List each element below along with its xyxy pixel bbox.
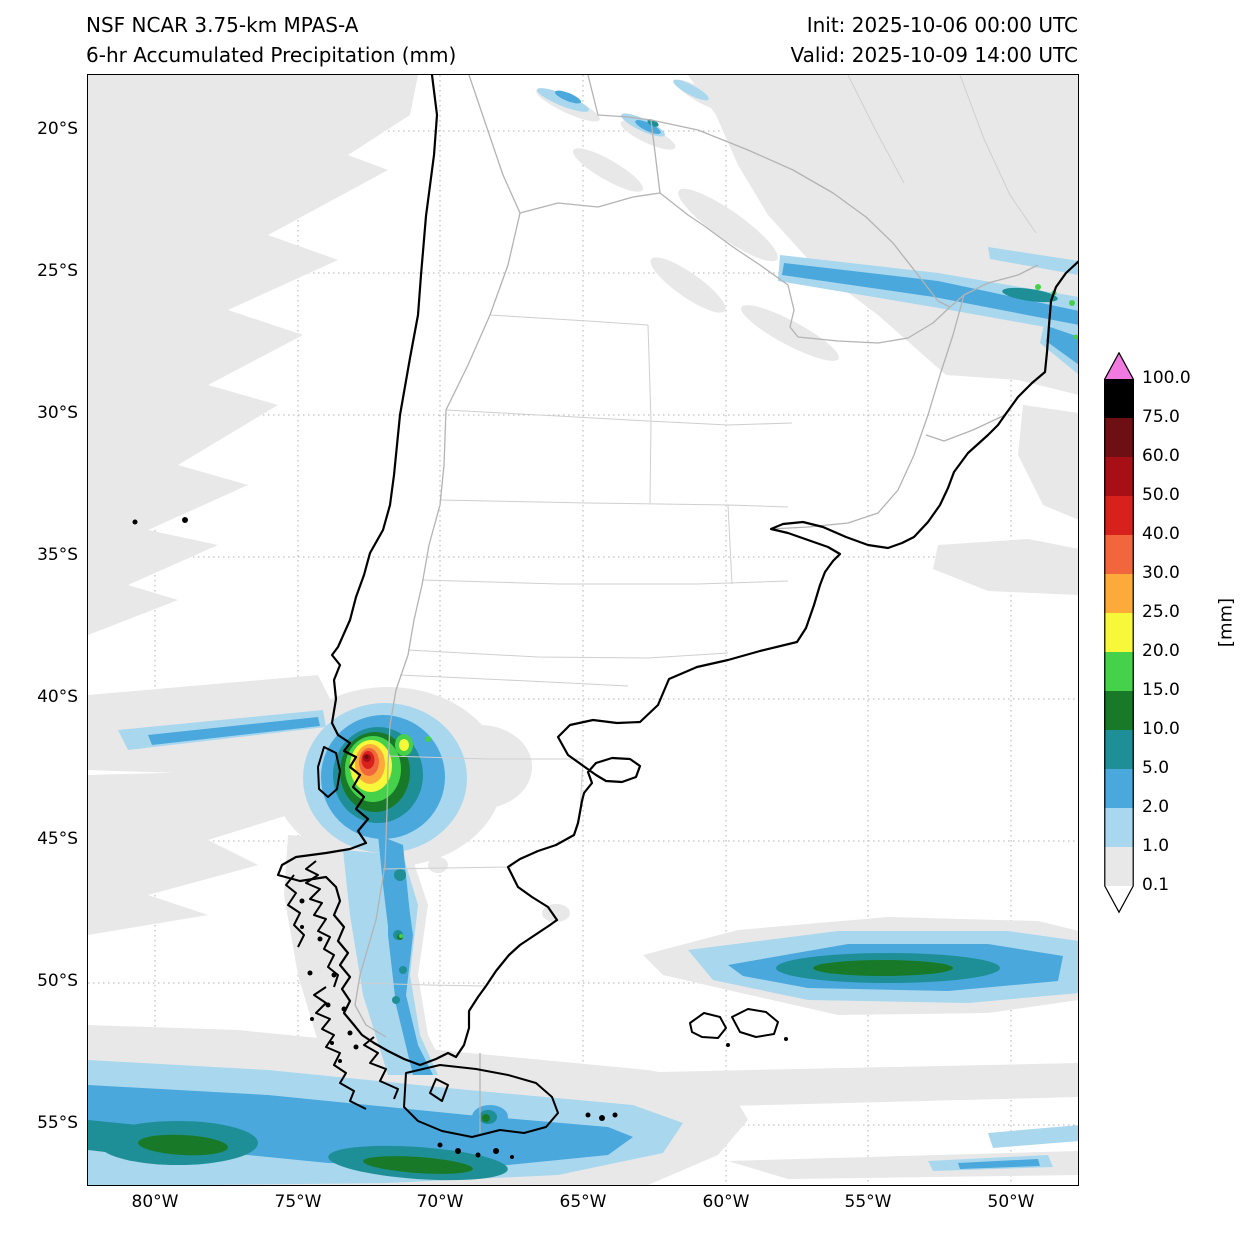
- x-tick-label: 55°W: [844, 1192, 892, 1212]
- colorbar: [1104, 352, 1134, 914]
- colorbar-tick-label: 100.0: [1142, 368, 1191, 388]
- valid-time: Valid: 2025-10-09 14:00 UTC: [790, 43, 1078, 67]
- mainland-coastline: [276, 75, 1078, 1067]
- colorbar-unit-label: [mm]: [1215, 597, 1237, 648]
- coastlines: [132, 75, 1078, 1159]
- colorbar-over-arrow: [1104, 352, 1134, 379]
- colorbar-tick-label: 5.0: [1142, 758, 1170, 778]
- y-tick-label: 30°S: [37, 403, 78, 423]
- y-tick-label: 55°S: [37, 1113, 78, 1133]
- juan-fernandez-islands: [132, 519, 138, 525]
- y-tick-label: 40°S: [37, 687, 78, 707]
- colorbar-under-arrow: [1104, 886, 1134, 913]
- colorbar-tick-label: 25.0: [1142, 602, 1180, 622]
- map-panel: [87, 74, 1079, 1186]
- y-tick-label: 35°S: [37, 545, 78, 565]
- gridlines: [88, 75, 1078, 1185]
- colorbar-tick-label: 50.0: [1142, 485, 1180, 505]
- tierra-del-fuego: [403, 1064, 559, 1138]
- model-name: NSF NCAR 3.75-km MPAS-A: [86, 13, 359, 37]
- precipitation-layer: [88, 75, 1078, 1185]
- colorbar-tick-label: 30.0: [1142, 563, 1180, 583]
- colorbar-tick-label: 20.0: [1142, 641, 1180, 661]
- y-tick-label: 45°S: [37, 829, 78, 849]
- init-time: Init: 2025-10-06 00:00 UTC: [806, 13, 1078, 37]
- colorbar-tick-label: 1.0: [1142, 836, 1170, 856]
- y-tick-label: 25°S: [37, 261, 78, 281]
- x-tick-label: 50°W: [987, 1192, 1035, 1212]
- y-tick-label: 50°S: [37, 971, 78, 991]
- colorbar-tick-label: 0.1: [1142, 875, 1170, 895]
- colorbar-tick-label: 75.0: [1142, 407, 1180, 427]
- colorbar-tick-label: 40.0: [1142, 524, 1180, 544]
- map-canvas: [88, 75, 1078, 1185]
- y-tick-label: 20°S: [37, 119, 78, 139]
- fjord-archipelago: [305, 860, 339, 988]
- x-tick-label: 60°W: [702, 1192, 750, 1212]
- figure-title-block: NSF NCAR 3.75-km MPAS-A 6-hr Accumulated…: [86, 10, 456, 70]
- colorbar-tick-label: 15.0: [1142, 680, 1180, 700]
- colorbar-tick-label: 60.0: [1142, 446, 1180, 466]
- figure-timestamp-block: Init: 2025-10-06 00:00 UTC Valid: 2025-1…: [790, 10, 1078, 70]
- x-tick-label: 65°W: [559, 1192, 607, 1212]
- colorbar-tick-label: 2.0: [1142, 797, 1170, 817]
- x-tick-label: 75°W: [274, 1192, 322, 1212]
- colorbar-tick-label: 10.0: [1142, 719, 1180, 739]
- x-tick-label: 80°W: [131, 1192, 179, 1212]
- chiloe-island: [317, 746, 341, 798]
- product-name: 6-hr Accumulated Precipitation (mm): [86, 43, 457, 67]
- colorbar-outline: [1104, 352, 1134, 914]
- x-tick-label: 70°W: [416, 1192, 464, 1212]
- falkland-islands: [689, 1008, 779, 1039]
- colorbar-segments: [1104, 352, 1134, 913]
